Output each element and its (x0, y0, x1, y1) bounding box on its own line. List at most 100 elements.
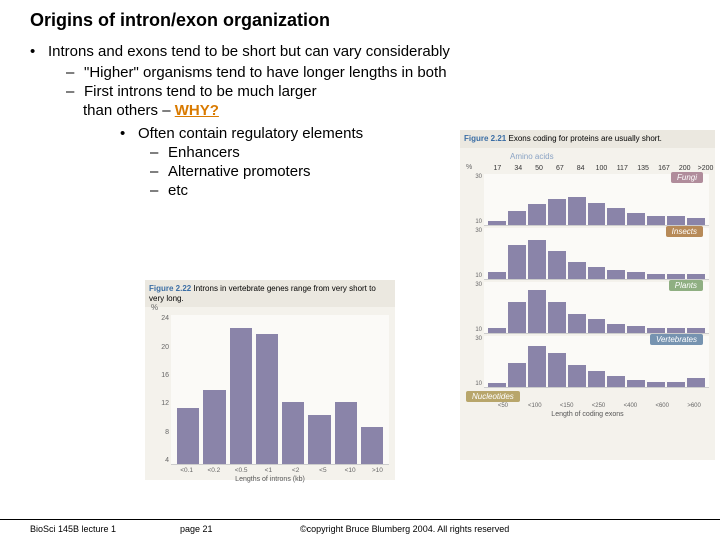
percent-label: % (151, 303, 158, 312)
figure-caption: Figure 2.22 Introns in vertebrate genes … (145, 280, 395, 307)
x-tick: 167 (655, 165, 674, 172)
bar (647, 274, 665, 279)
caption-text: Exons coding for proteins are usually sh… (508, 134, 661, 143)
figure-caption: Figure 2.21 Exons coding for proteins ar… (460, 130, 715, 148)
bullet-text: "Higher" organisms tend to have longer l… (84, 64, 447, 81)
bar (687, 378, 705, 386)
x-tick: >200 (696, 165, 715, 172)
x-tick: <0.5 (230, 467, 253, 474)
slide-footer: BioSci 145B lecture 1 page 21 ©copyright… (0, 519, 720, 534)
bar (488, 328, 506, 333)
bar (230, 328, 252, 465)
bar (568, 262, 586, 279)
bar (488, 221, 506, 224)
x-ticks: <0.1<0.2<0.5<1<2<5<10>10 (175, 467, 389, 474)
bar (568, 365, 586, 387)
x-tick: <0.1 (175, 467, 198, 474)
figure-number: Figure 2.22 (149, 284, 191, 293)
x-tick: <250 (584, 403, 614, 409)
y-tick: 20 (149, 344, 169, 351)
percent-label: % (466, 164, 472, 171)
x-tick: 17 (488, 165, 507, 172)
bar (607, 208, 625, 225)
y-tick: 16 (149, 372, 169, 379)
bar (528, 290, 546, 333)
x-tick: <400 (615, 403, 645, 409)
bar (647, 216, 665, 224)
bar (488, 383, 506, 386)
footer-right: ©copyright Bruce Blumberg 2004. All righ… (300, 524, 690, 534)
x-tick: 34 (509, 165, 528, 172)
bullet-text: First introns tend to be much larger (84, 83, 317, 100)
bars (171, 315, 389, 464)
bar (508, 245, 526, 279)
chart-area: % 2420161284 (171, 315, 389, 465)
y-ticks: 3010 (464, 174, 482, 225)
bar (568, 314, 586, 333)
footer-mid: page 21 (180, 524, 300, 534)
bullet-text: than others – WHY? (83, 102, 219, 119)
bar (687, 328, 705, 333)
figure-2-22: Figure 2.22 Introns in vertebrate genes … (145, 280, 395, 480)
bar (528, 204, 546, 224)
x-tick: <100 (520, 403, 550, 409)
chart-panel: 3010Vertebrates (484, 336, 709, 388)
x-tick: <2 (284, 467, 307, 474)
x-tick: <5 (311, 467, 334, 474)
x-axis-title: Lengths of introns (kb) (145, 476, 395, 483)
chart-panel: 3010Plants (484, 282, 709, 334)
bar (627, 326, 645, 333)
bar (335, 402, 357, 464)
bullet-text: Often contain regulatory elements (138, 125, 363, 142)
bar (647, 382, 665, 387)
y-tick: 24 (149, 315, 169, 322)
bullet-level-2: – First introns tend to be much larger (66, 83, 690, 100)
bar (647, 328, 665, 333)
bar (508, 363, 526, 387)
x-tick: <600 (647, 403, 677, 409)
x-tick: 117 (613, 165, 632, 172)
bar (308, 415, 330, 465)
bar (488, 272, 506, 279)
bar (588, 203, 606, 225)
bullet-text: Enhancers (168, 144, 240, 161)
bar (667, 328, 685, 333)
bar (667, 382, 685, 387)
bullet-mark: • (30, 43, 48, 60)
y-tick: 8 (149, 429, 169, 436)
x-tick: 67 (550, 165, 569, 172)
bullet-text: etc (168, 182, 188, 199)
bar (548, 353, 566, 387)
bar (627, 380, 645, 387)
y-tick: 4 (149, 457, 169, 464)
cont-text: than others – (83, 102, 175, 119)
bar (687, 274, 705, 279)
bar (528, 240, 546, 279)
x-footer-ticks: <50<100<150<250<400<600>600 (488, 403, 709, 409)
bar (548, 251, 566, 278)
bar (203, 390, 225, 465)
panel-label: Insects (666, 226, 703, 237)
figure-number: Figure 2.21 (464, 134, 506, 143)
bar (548, 302, 566, 333)
x-tick: <0.2 (202, 467, 225, 474)
x-tick: 84 (571, 165, 590, 172)
x-tick: 100 (592, 165, 611, 172)
x-tick: <50 (488, 403, 518, 409)
bullet-mark: – (66, 83, 84, 100)
bar (607, 324, 625, 332)
figure-2-21: Figure 2.21 Exons coding for proteins ar… (460, 130, 715, 460)
bullet-mark: – (150, 163, 168, 180)
bullet-level-1: • Introns and exons tend to be short but… (30, 43, 690, 60)
slide-title: Origins of intron/exon organization (0, 0, 720, 39)
why-text: WHY? (175, 102, 219, 119)
bar (361, 427, 383, 464)
bar (282, 402, 304, 464)
bar (607, 270, 625, 278)
bullet-level-2: – "Higher" organisms tend to have longer… (66, 64, 690, 81)
bullet-mark: • (120, 125, 138, 142)
bar (607, 376, 625, 386)
panel-label: Plants (669, 280, 703, 291)
x-axis-title: Length of coding exons (460, 411, 715, 418)
bullet-text: Introns and exons tend to be short but c… (48, 43, 450, 60)
